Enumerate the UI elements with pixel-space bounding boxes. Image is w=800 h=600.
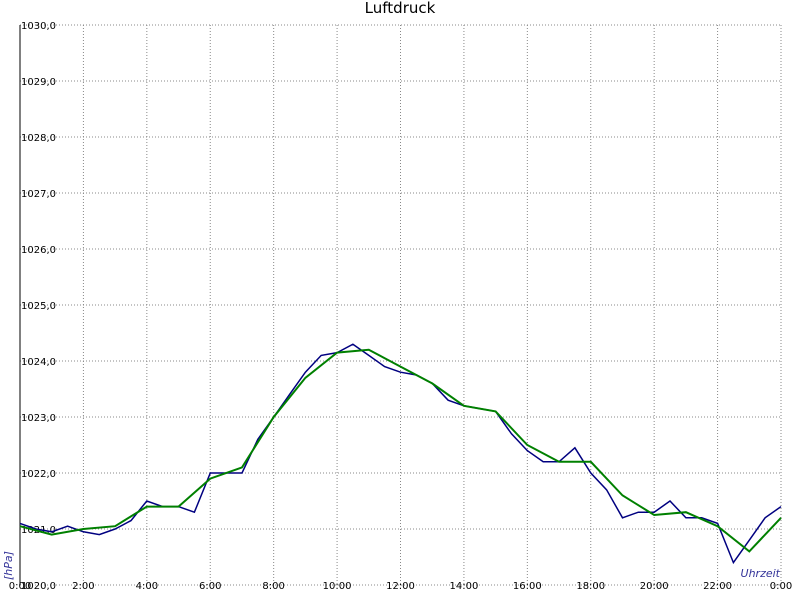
x-tick-label: 10:00 <box>323 581 352 592</box>
y-axis-label: [hPa] <box>2 551 15 580</box>
x-tick-label: 4:00 <box>136 581 158 592</box>
x-tick-label: 0:00 <box>9 581 31 592</box>
x-tick-label: 0:00 <box>770 581 792 592</box>
y-tick-label: 1024,0 <box>21 357 56 368</box>
y-tick-label: 1030,0 <box>21 21 56 32</box>
y-tick-label: 1025,0 <box>21 301 56 312</box>
y-tick-label: 1029,0 <box>21 77 56 88</box>
x-tick-label: 18:00 <box>576 581 605 592</box>
x-tick-label: 8:00 <box>262 581 284 592</box>
x-axis-label: Uhrzeit <box>741 567 781 580</box>
x-tick-label: 12:00 <box>386 581 415 592</box>
x-tick-label: 16:00 <box>513 581 542 592</box>
x-tick-label: 6:00 <box>199 581 221 592</box>
data-line <box>19 343 782 565</box>
y-tick-label: 1028,0 <box>21 133 56 144</box>
data-line <box>19 348 782 553</box>
y-tick-label: 1022,0 <box>21 469 56 480</box>
chart-title: Luftdruck <box>365 0 436 17</box>
x-tick-label: 22:00 <box>703 581 732 592</box>
x-tick-label: 20:00 <box>640 581 669 592</box>
y-tick-label: 1027,0 <box>21 189 56 200</box>
x-tick-label: 2:00 <box>72 581 94 592</box>
y-tick-label: 1020,0 <box>21 581 56 592</box>
x-tick-label: 14:00 <box>450 581 479 592</box>
y-tick-label: 1023,0 <box>21 413 56 424</box>
y-tick-label: 1026,0 <box>21 245 56 256</box>
